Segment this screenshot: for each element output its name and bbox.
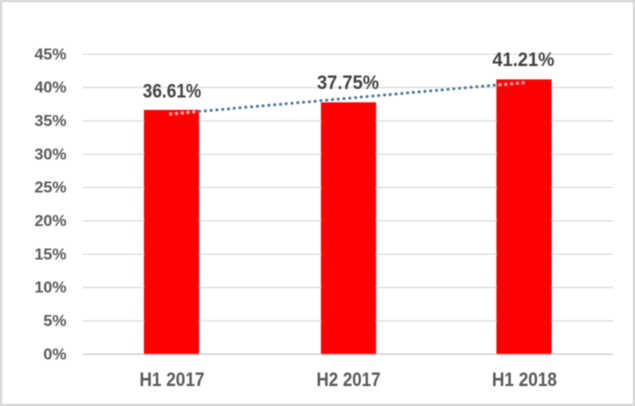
svg-text:30%: 30% [34,146,66,163]
svg-text:H1 2018: H1 2018 [492,370,557,391]
svg-text:45%: 45% [34,46,66,63]
svg-text:0%: 0% [43,346,66,363]
svg-text:10%: 10% [34,280,66,297]
svg-text:20%: 20% [34,213,66,230]
svg-text:35%: 35% [34,113,66,130]
svg-text:25%: 25% [34,180,66,197]
svg-text:5%: 5% [43,313,66,330]
svg-text:37.75%: 37.75% [317,73,379,94]
svg-text:H1 2017: H1 2017 [140,370,205,391]
svg-text:36.61%: 36.61% [143,82,202,103]
svg-text:41.21%: 41.21% [492,50,554,71]
svg-text:40%: 40% [34,80,66,97]
svg-text:H2 2017: H2 2017 [317,370,381,391]
svg-text:15%: 15% [34,246,66,263]
